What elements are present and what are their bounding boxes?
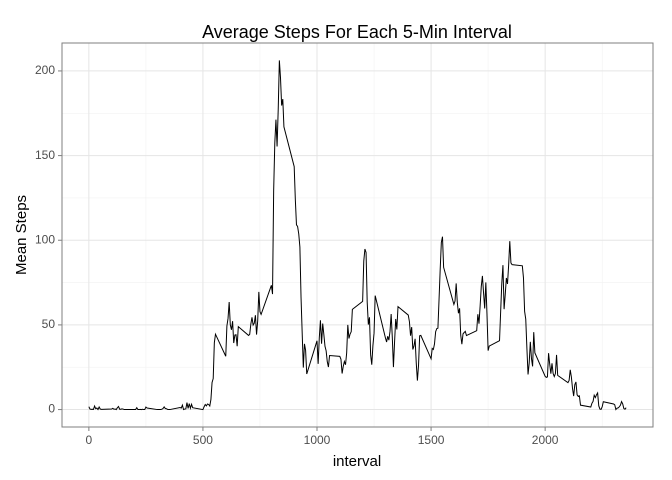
y-tick-label: 150 — [35, 148, 55, 162]
y-axis-label: Mean Steps — [13, 195, 30, 275]
x-tick-label: 1500 — [418, 433, 445, 447]
x-tick-label: 2000 — [532, 433, 559, 447]
x-tick-label: 500 — [193, 433, 213, 447]
x-tick-label: 0 — [86, 433, 93, 447]
chart-title: Average Steps For Each 5-Min Interval — [202, 22, 512, 42]
plot-border — [61, 42, 654, 428]
plot-panel — [62, 43, 653, 427]
y-tick-label: 200 — [35, 63, 55, 77]
data-line — [88, 60, 627, 411]
x-axis-label: interval — [333, 453, 381, 470]
y-tick-label: 50 — [42, 317, 56, 331]
x-tick-label: 1000 — [304, 433, 331, 447]
y-tick-label: 100 — [35, 232, 55, 246]
y-tick-label: 0 — [48, 402, 55, 416]
